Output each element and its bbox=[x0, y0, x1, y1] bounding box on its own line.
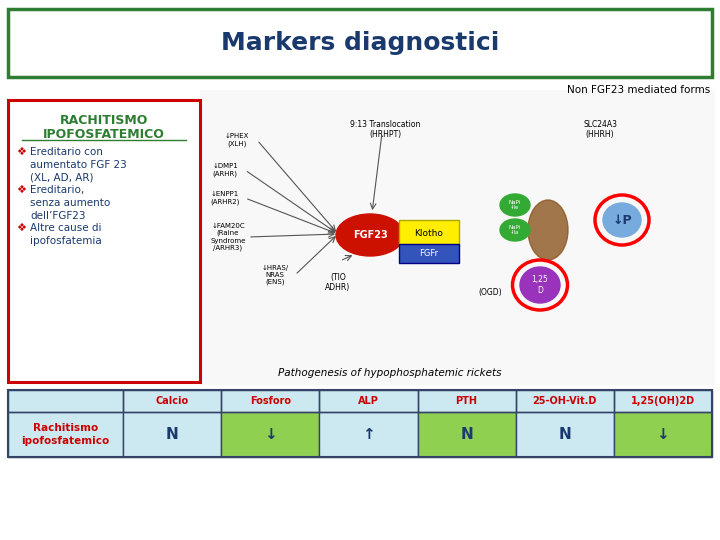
Bar bbox=[8, 390, 712, 457]
Bar bbox=[8, 390, 712, 412]
Bar bbox=[614, 390, 712, 412]
Text: ❖: ❖ bbox=[16, 185, 26, 195]
Text: ALP: ALP bbox=[358, 396, 379, 406]
Text: ↓: ↓ bbox=[657, 427, 670, 442]
Bar bbox=[123, 390, 221, 412]
Ellipse shape bbox=[603, 203, 641, 237]
Text: (OGD): (OGD) bbox=[478, 288, 502, 297]
Bar bbox=[614, 412, 712, 457]
Bar bbox=[8, 9, 712, 77]
Bar bbox=[123, 412, 221, 457]
Text: ↓ENPP1
(ARHR2): ↓ENPP1 (ARHR2) bbox=[210, 191, 240, 205]
Ellipse shape bbox=[520, 267, 560, 303]
Text: ❖: ❖ bbox=[16, 223, 26, 233]
Text: ↓: ↓ bbox=[264, 427, 276, 442]
Text: 1,25(OH)2D: 1,25(OH)2D bbox=[631, 396, 695, 406]
Text: 9:13 Translocation
(HRHPT): 9:13 Translocation (HRHPT) bbox=[350, 120, 420, 139]
Text: Rachitismo
ipofosfatemico: Rachitismo ipofosfatemico bbox=[22, 423, 109, 446]
Ellipse shape bbox=[528, 200, 568, 260]
Text: ↓PHEX
(XLH): ↓PHEX (XLH) bbox=[225, 133, 249, 147]
Bar bbox=[8, 412, 123, 457]
Text: Calcio: Calcio bbox=[156, 396, 189, 406]
Text: N: N bbox=[166, 427, 179, 442]
Ellipse shape bbox=[500, 219, 530, 241]
Ellipse shape bbox=[500, 194, 530, 216]
Text: Pathogenesis of hypophosphatemic rickets: Pathogenesis of hypophosphatemic rickets bbox=[278, 368, 502, 378]
Text: N: N bbox=[460, 427, 473, 442]
Bar bbox=[200, 90, 715, 385]
Text: FGF23: FGF23 bbox=[353, 230, 387, 240]
Ellipse shape bbox=[336, 214, 404, 256]
Text: (TIO
ADHR): (TIO ADHR) bbox=[325, 273, 351, 292]
Text: Ereditario con
aumentato FGF 23
(XL, AD, AR): Ereditario con aumentato FGF 23 (XL, AD,… bbox=[30, 147, 127, 183]
Bar bbox=[516, 390, 614, 412]
Text: NaPi
-lle: NaPi -lle bbox=[509, 200, 521, 211]
Text: ↓FAM20C
(Raine
Syndrome
/ARHR3): ↓FAM20C (Raine Syndrome /ARHR3) bbox=[210, 223, 246, 251]
Text: Fosforo: Fosforo bbox=[250, 396, 291, 406]
Text: RACHITISMO: RACHITISMO bbox=[60, 114, 148, 127]
Bar bbox=[221, 412, 320, 457]
Text: ↓DMP1
(ARHR): ↓DMP1 (ARHR) bbox=[212, 163, 238, 177]
Text: Klotho: Klotho bbox=[415, 228, 444, 238]
Bar bbox=[8, 100, 200, 382]
Text: IPOFOSFATEMICO: IPOFOSFATEMICO bbox=[43, 128, 165, 141]
Bar bbox=[418, 390, 516, 412]
Text: FGFr: FGFr bbox=[420, 249, 438, 259]
Text: Altre cause di
ipofosfatemia: Altre cause di ipofosfatemia bbox=[30, 223, 102, 246]
Text: 25-OH-Vit.D: 25-OH-Vit.D bbox=[533, 396, 597, 406]
Text: N: N bbox=[559, 427, 571, 442]
Text: ↓HRAS/
NRAS
(ENS): ↓HRAS/ NRAS (ENS) bbox=[261, 265, 289, 285]
Text: ❖: ❖ bbox=[16, 147, 26, 157]
Text: Non FGF23 mediated forms: Non FGF23 mediated forms bbox=[567, 85, 710, 95]
Text: NaPi
-lla: NaPi -lla bbox=[509, 225, 521, 235]
Text: SLC24A3
(HHRH): SLC24A3 (HHRH) bbox=[583, 120, 617, 139]
Bar bbox=[516, 412, 614, 457]
Text: Markers diagnostici: Markers diagnostici bbox=[221, 31, 499, 55]
Text: ↓P: ↓P bbox=[612, 213, 632, 226]
Text: ↑: ↑ bbox=[362, 427, 375, 442]
Bar bbox=[8, 390, 123, 412]
Bar bbox=[320, 390, 418, 412]
FancyBboxPatch shape bbox=[399, 220, 459, 246]
Text: 1,25
D: 1,25 D bbox=[531, 275, 549, 295]
Bar bbox=[221, 390, 320, 412]
Text: Ereditario,
senza aumento
dell’FGF23: Ereditario, senza aumento dell’FGF23 bbox=[30, 185, 110, 221]
Bar bbox=[320, 412, 418, 457]
FancyBboxPatch shape bbox=[399, 244, 459, 263]
Bar bbox=[418, 412, 516, 457]
Text: PTH: PTH bbox=[456, 396, 477, 406]
